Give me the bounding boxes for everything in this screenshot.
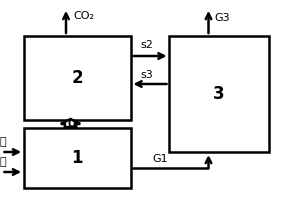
Text: 料: 料 xyxy=(0,157,7,167)
Text: 1: 1 xyxy=(71,149,83,167)
Text: s2: s2 xyxy=(141,40,153,50)
Bar xyxy=(169,36,268,152)
Text: Q: Q xyxy=(67,118,76,128)
Text: G1: G1 xyxy=(153,154,168,164)
Text: 2: 2 xyxy=(71,69,83,87)
FancyArrow shape xyxy=(61,119,80,127)
Text: 3: 3 xyxy=(213,85,225,103)
Text: G3: G3 xyxy=(214,13,230,23)
Bar xyxy=(24,128,130,188)
Text: s3: s3 xyxy=(141,70,153,80)
Bar xyxy=(24,36,130,120)
Text: CO₂: CO₂ xyxy=(74,11,94,21)
Text: 气: 气 xyxy=(0,137,7,147)
